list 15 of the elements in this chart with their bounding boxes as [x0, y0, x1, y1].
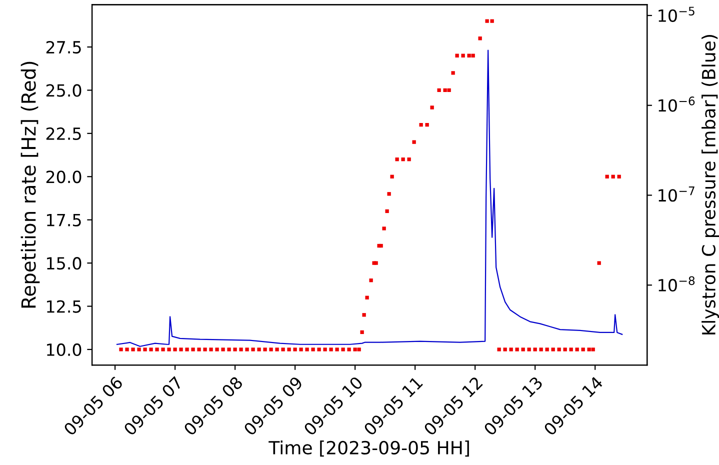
y-tick-label: 17.5 [47, 214, 81, 226]
y2-axis-title: Klystron C pressure [mbar] (Blue) [702, 35, 719, 334]
y-tick-label: 12.5 [47, 300, 81, 313]
y2-tick-label: 10$^{−7}$ [658, 186, 694, 202]
y2-tick-label: 10$^{−8}$ [658, 276, 695, 292]
y2-tick-label: 10$^{−5}$ [658, 6, 694, 22]
y-tick-label: 25.0 [46, 84, 82, 97]
y-tick-label: 10.0 [47, 343, 82, 356]
y-axis-title: Repetition rate [Hz] (Red) [20, 62, 40, 308]
y-tick-label: 15.0 [47, 257, 82, 270]
y2-tick-label: 10$^{−6}$ [658, 96, 695, 112]
y-tick-label: 20.0 [46, 170, 82, 184]
y-tick-label: 22.5 [46, 127, 81, 140]
x-axis-title: Time [2023-09-05 HH] [268, 440, 469, 457]
y-tick-label: 27.5 [46, 40, 81, 54]
